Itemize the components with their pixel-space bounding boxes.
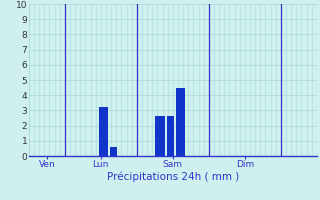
X-axis label: Précipitations 24h ( mm ): Précipitations 24h ( mm ) <box>107 172 239 182</box>
Bar <box>99 107 108 156</box>
Bar <box>167 116 174 156</box>
Bar <box>155 116 164 156</box>
Bar <box>176 88 185 156</box>
Bar <box>110 147 117 156</box>
